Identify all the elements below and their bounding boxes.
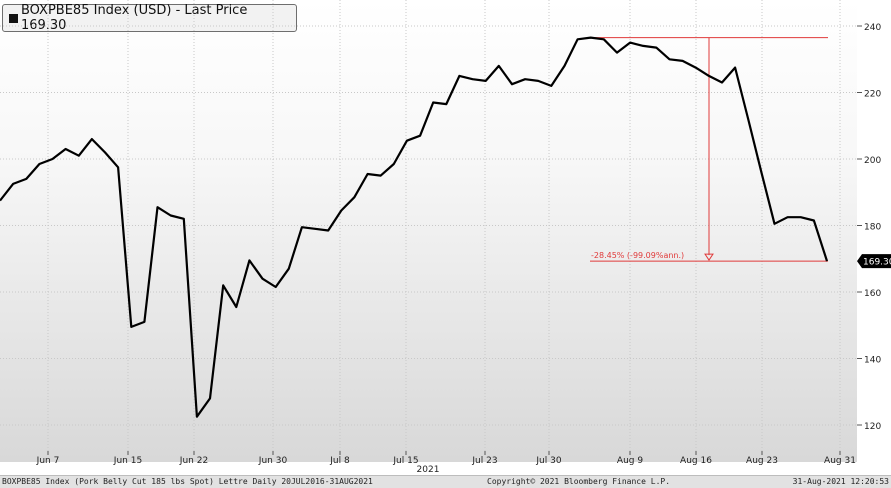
price-series-line xyxy=(0,36,829,418)
y-tick-label: 200 xyxy=(864,156,881,166)
y-tick-label: 180 xyxy=(864,223,881,233)
chart-footer: BOXPBE85 Index (Pork Belly Cut 185 lbs S… xyxy=(0,475,891,488)
x-tick-label: Jul 15 xyxy=(392,456,418,466)
y-tick-label: 140 xyxy=(864,356,881,366)
y-axis-panel xyxy=(857,0,891,462)
footer-copyright: Copyright© 2021 Bloomberg Finance L.P. xyxy=(487,477,671,486)
x-tick-label: Jun 15 xyxy=(113,456,142,466)
last-price-tag xyxy=(857,254,891,269)
x-tick-label: Jun 7 xyxy=(36,456,60,466)
legend-label: BOXPBE85 Index (USD) - Last Price 169.30 xyxy=(20,3,248,33)
last-price-label: 169.30 xyxy=(863,258,891,268)
chart-legend: BOXPBE85 Index (USD) - Last Price 169.30 xyxy=(2,3,297,33)
x-tick-label: Jul 23 xyxy=(471,456,497,466)
x-tick-label: Aug 9 xyxy=(617,456,643,466)
y-tick-label: 240 xyxy=(864,23,881,33)
y-tick-label: 220 xyxy=(864,90,881,100)
x-axis-year-label: 2021 xyxy=(417,465,440,475)
x-tick-label: Aug 23 xyxy=(746,456,778,466)
x-tick-label: Jul 8 xyxy=(329,456,350,466)
y-tick-label: 160 xyxy=(864,289,881,299)
price-chart: -28.45% (-99.09%ann.) 120 140 160 180 200 220… xyxy=(0,0,891,475)
x-tick-label: Jul 30 xyxy=(535,456,561,466)
x-tick-label: Aug 31 xyxy=(824,456,856,466)
x-tick-label: Jun 30 xyxy=(258,456,288,466)
footer-timestamp: 31-Aug-2021 12:20:53 xyxy=(792,477,889,486)
legend-swatch xyxy=(9,13,18,23)
annotation-arrowhead xyxy=(704,253,714,261)
y-tick-label: 120 xyxy=(864,422,881,432)
footer-description: BOXPBE85 Index (Pork Belly Cut 185 lbs S… xyxy=(2,477,373,486)
annotation-label: -28.45% (-99.09%ann.) xyxy=(591,251,684,260)
x-tick-label: Aug 16 xyxy=(680,456,712,466)
x-tick-label: Jun 22 xyxy=(179,456,208,466)
chart-plot-area: BOXPBE85 Index (USD) - Last Price 169.30 xyxy=(0,0,858,462)
